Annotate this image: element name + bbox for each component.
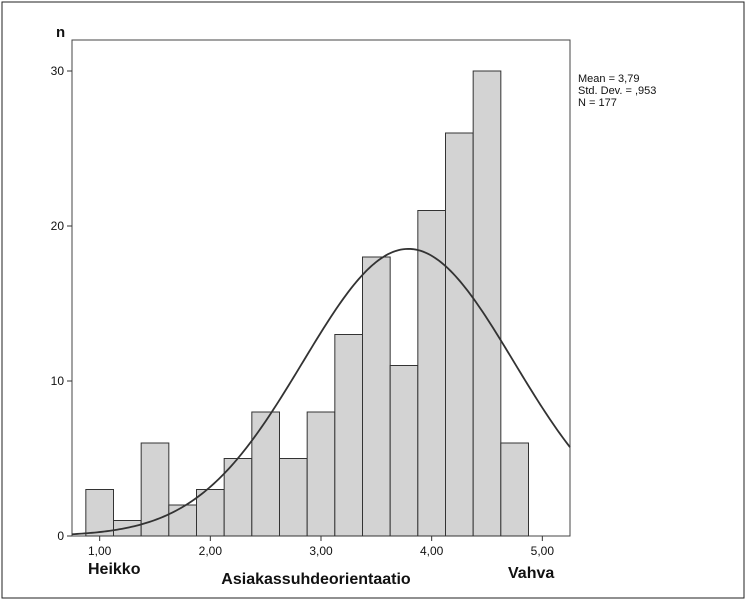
- x-tick-label: 1,00: [88, 544, 112, 558]
- histogram-bar: [362, 256, 391, 537]
- stats-n: N = 177: [578, 97, 617, 109]
- histogram-bar: [168, 504, 197, 537]
- histogram-bar: [85, 489, 115, 537]
- stats-std-dev: Std. Dev. = ,953: [578, 85, 656, 97]
- histogram-bar: [306, 411, 336, 537]
- histogram-bar: [223, 458, 253, 537]
- histogram-bar: [196, 489, 225, 537]
- normal-curve: [71, 247, 571, 536]
- y-tick-label: 20: [51, 219, 65, 233]
- x-tick-label: 2,00: [199, 544, 223, 558]
- x-tick-label: 5,00: [531, 544, 555, 558]
- histogram-bar: [417, 210, 447, 537]
- x-tick-label: 4,00: [420, 544, 444, 558]
- y-axis-label: n: [56, 24, 65, 41]
- x-anchor-right-label: Vahva: [508, 565, 554, 582]
- stats-mean: Mean = 3,79: [578, 73, 639, 85]
- histogram-bar: [445, 132, 474, 537]
- histogram-bar: [251, 411, 280, 537]
- histogram-bar: [334, 334, 364, 537]
- histogram-bar: [389, 365, 419, 537]
- histogram-bar: [279, 458, 308, 537]
- histogram-bar: [140, 442, 170, 537]
- bars-group: [85, 70, 530, 537]
- x-axis-ticks: 1,00 2,00 3,00 4,00 5,00: [88, 536, 554, 558]
- histogram-bar: [500, 442, 530, 537]
- y-tick-label: 30: [51, 64, 65, 78]
- x-tick-label: 3,00: [309, 544, 333, 558]
- y-tick-label: 10: [51, 374, 65, 388]
- y-tick-label: 0: [57, 529, 64, 543]
- x-anchor-left-label: Heikko: [88, 561, 141, 578]
- x-axis-label: Asiakassuhdeorientaatio: [221, 571, 411, 588]
- y-axis-ticks: 0 10 20 30: [51, 64, 72, 543]
